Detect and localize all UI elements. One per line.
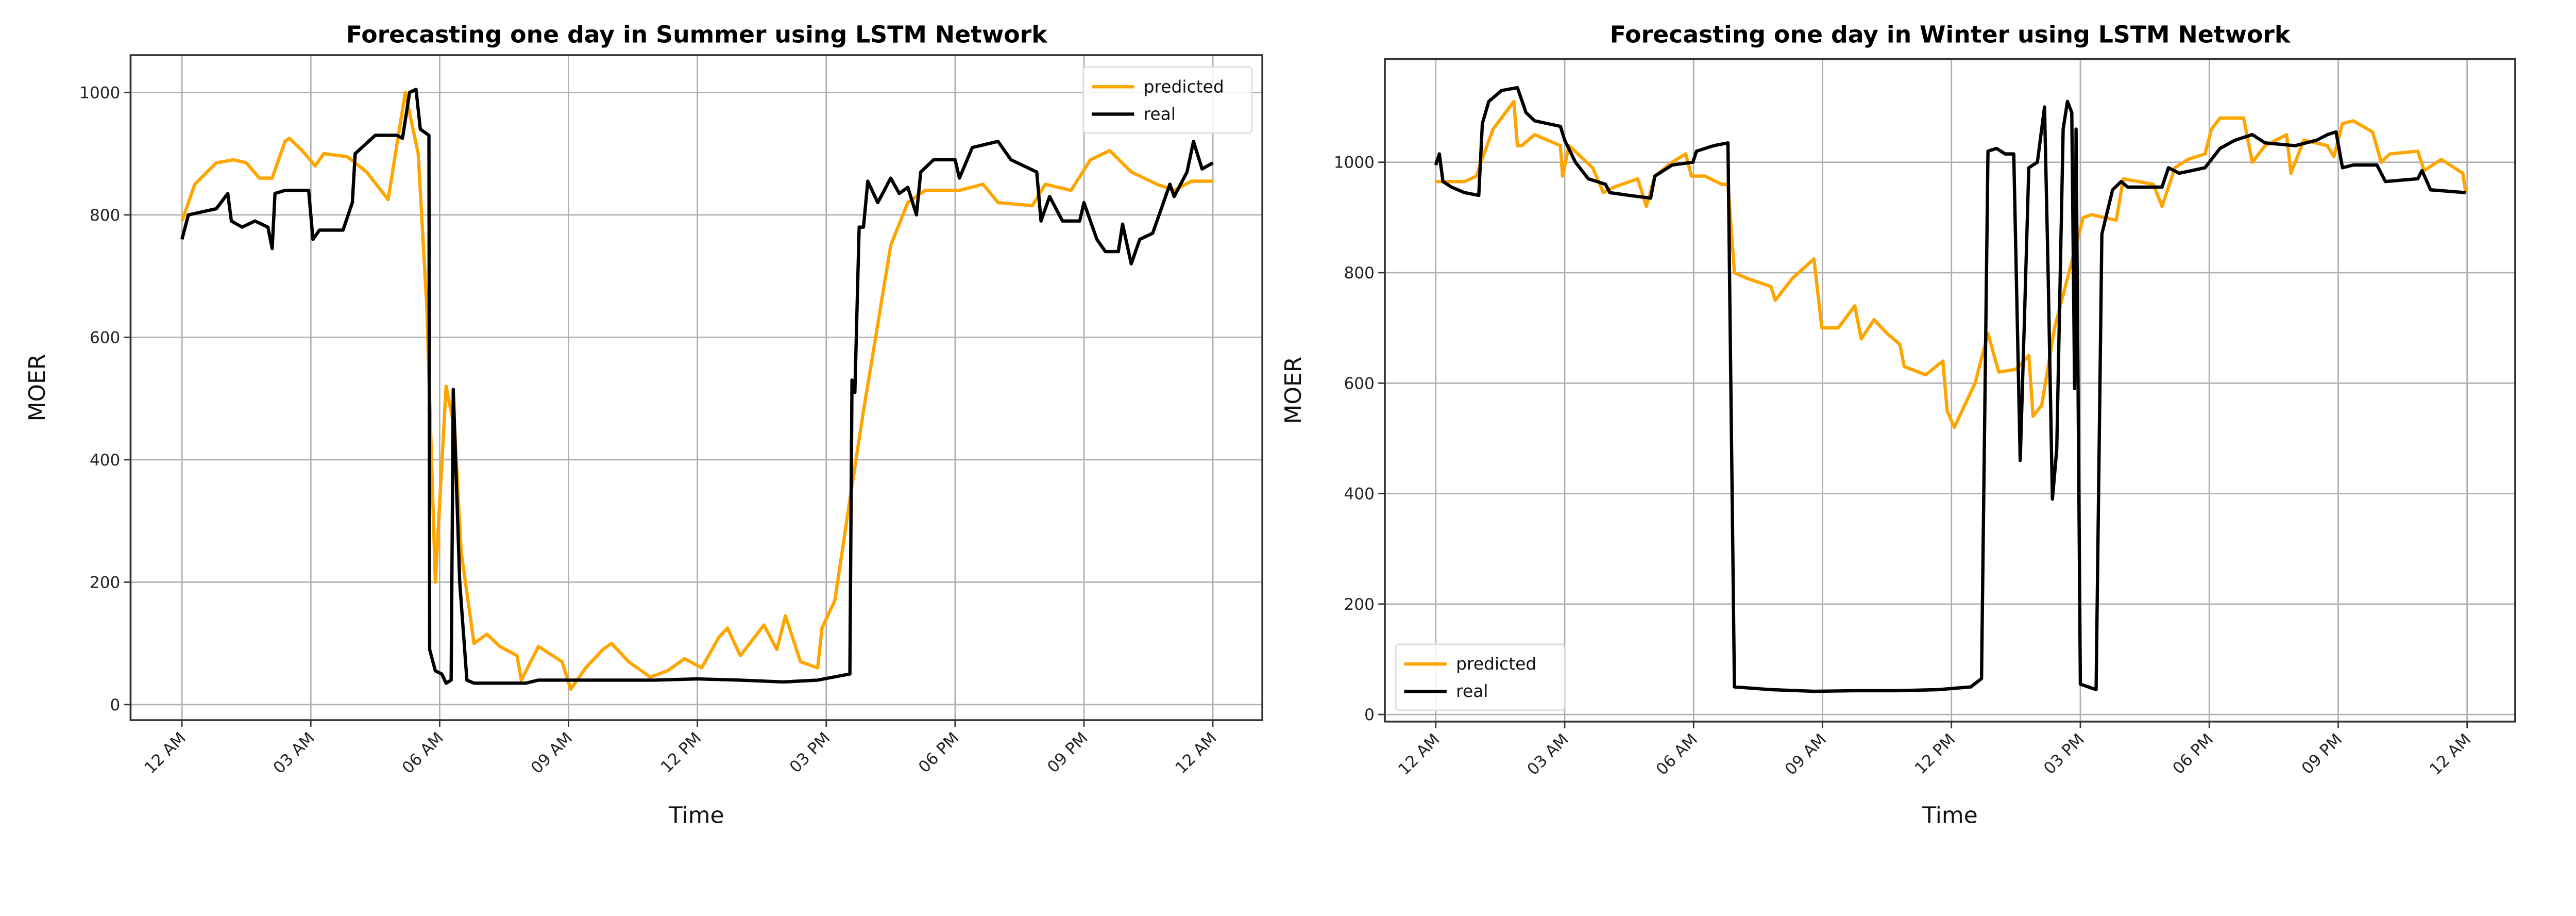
y-tick-label: 1000 [79,84,120,102]
x-tick-label: 12 PM [657,729,705,777]
legend-box [1395,643,1565,711]
y-tick-label: 800 [90,206,120,225]
series-line-predicted [180,91,1213,691]
x-tick-label: 09 AM [528,729,576,777]
x-tick-label: 09 PM [2298,730,2346,778]
x-tick-label: 09 PM [1044,729,1092,777]
x-tick-label: 12 PM [1911,730,1959,778]
legend-box [1082,66,1253,134]
y-tick-label: 400 [90,451,120,470]
y-tick-label: 600 [1344,374,1375,393]
legend-label-predicted: predicted [1456,654,1536,674]
winter-chart: 12 AM 03 AM 06 AM 09 AM 12 PM 03 PM 06 PM 09 PM… [1280,21,2516,829]
x-tick-label: 06 PM [2169,730,2217,778]
x-tick-label: 12 AM [1395,730,1443,779]
x-tick-label: 06 AM [399,729,447,777]
plot-frame [129,54,1263,721]
x-tick-label: 12 AM [141,729,190,777]
series-line-real [180,88,1214,685]
x-tick-label: 06 PM [915,729,963,777]
x-axis-label: Time [1922,803,1977,829]
x-tick-label: 09 AM [1782,730,1830,779]
x-tick-label: 12 AM [1172,729,1220,777]
y-tick-label: 800 [1344,264,1375,282]
y-tick-label: 200 [90,573,120,592]
x-tick-label: 03 AM [270,729,318,777]
legend: predicted real [1082,66,1253,134]
legend-label-real: real [1144,104,1176,124]
legend-label-predicted: predicted [1144,76,1224,96]
y-tick-label: 1000 [1334,154,1375,172]
x-tick-label: 12 AM [2426,730,2475,779]
figure: 12 AM 03 AM 06 AM 09 AM 12 PM 03 PM 06 PM 09 PM… [24,21,2516,829]
legend-label-real: real [1456,681,1488,701]
y-tick-label: 0 [1364,706,1375,724]
x-tick-label: 03 AM [1523,730,1572,779]
x-tick-label: 03 PM [786,729,834,777]
x-tick-label: 06 AM [1653,730,1701,779]
plot-frame [1384,58,2516,723]
series-line-real [1434,86,2466,693]
legend: predicted real [1395,643,1565,711]
y-tick-label: 400 [1344,485,1375,504]
y-axis-label: MOER [24,354,50,422]
x-axis-label: Time [668,803,724,829]
y-axis-label: MOER [1280,357,1307,424]
y-tick-label: 200 [1344,595,1375,614]
summer-chart: 12 AM 03 AM 06 AM 09 AM 12 PM 03 PM 06 PM 09 PM… [24,21,1263,829]
chart-title: Forecasting one day in Summer using LSTM… [346,21,1048,48]
y-tick-label: 0 [110,696,121,714]
chart-title: Forecasting one day in Winter using LSTM… [1610,21,2291,48]
series-line-predicted [1435,99,2468,429]
x-tick-label: 03 PM [2040,730,2088,778]
y-tick-label: 600 [90,328,120,347]
